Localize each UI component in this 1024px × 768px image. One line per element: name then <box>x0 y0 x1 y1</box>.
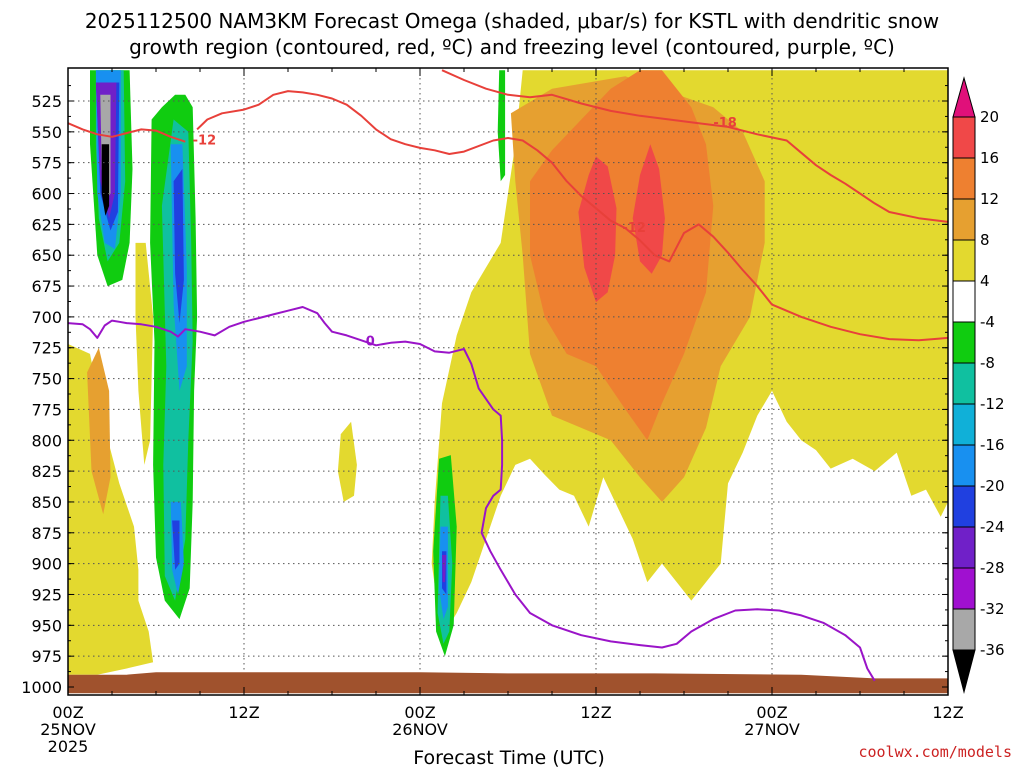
shade-sinking-yellow-left <box>68 344 154 675</box>
colorbar-bin-10 <box>952 485 976 528</box>
x-tick-60-line1: 12Z <box>932 703 963 722</box>
colorbar-bin-6 <box>952 321 976 364</box>
colorbar-label-1: 16 <box>980 149 999 167</box>
shade-rising-darkblue-column <box>173 168 184 324</box>
contour-label-1: -18 <box>713 116 737 131</box>
colorbar-bin-7 <box>952 362 976 405</box>
contour-red-minus12-main <box>196 90 948 342</box>
shade-rising-green-sliver <box>497 70 506 182</box>
shade-rising-purple-mid <box>442 555 447 583</box>
colorbar-bottom-arrow <box>952 649 976 694</box>
ground-terrain <box>68 672 948 694</box>
y-tick-550: 550 <box>31 123 62 142</box>
colorbar-bin-5 <box>952 280 976 323</box>
y-tick-725: 725 <box>31 339 62 358</box>
colorbar-label-11: -28 <box>980 559 1005 577</box>
x-tick-48-line2: 27NOV <box>744 720 800 739</box>
y-tick-1000: 1000 <box>21 678 62 697</box>
shade-rising-black-core <box>101 144 110 216</box>
y-tick-825: 825 <box>31 462 62 481</box>
x-tick-0-line3: 2025 <box>48 737 89 756</box>
y-axis: 525 550 575 600 625 650 675 700 725 750 775 800 825 8… <box>21 85 948 697</box>
contour-red-minus12-left <box>68 122 186 143</box>
colorbar-label-7: -12 <box>980 395 1005 413</box>
colorbar-bin-11 <box>952 526 976 569</box>
x-tick-12-line1: 12Z <box>228 703 259 722</box>
y-tick-525: 525 <box>31 92 62 111</box>
y-tick-925: 925 <box>31 585 62 604</box>
shade-sinking-yellow-spot <box>337 421 357 502</box>
colorbar-bin-9 <box>952 444 976 487</box>
y-tick-650: 650 <box>31 246 62 265</box>
x-axis-label: Forecast Time (UTC) <box>413 747 604 768</box>
contour-label-2: -12 <box>622 221 646 236</box>
shade-sinking-red-a <box>578 156 617 303</box>
shade-sinking-orange-mid <box>530 70 714 441</box>
contour-red-minus18 <box>441 69 948 223</box>
colorbar-label-5: -4 <box>980 313 995 331</box>
colorbar-label-9: -20 <box>980 477 1005 495</box>
colorbar-bin-8 <box>952 403 976 446</box>
x-tick-36-line1: 12Z <box>580 703 611 722</box>
y-tick-775: 775 <box>31 400 62 419</box>
contour-label-0: -12 <box>193 133 217 148</box>
chart-title-line2: growth region (contoured, red, ºC) and f… <box>129 35 895 59</box>
credit-link[interactable]: coolwx.com/models <box>858 743 1012 761</box>
colorbar-bin-3 <box>952 198 976 241</box>
plot-area: -12 -18 -12 0 <box>67 67 949 696</box>
contour-purple-zero <box>68 306 876 682</box>
y-tick-575: 575 <box>31 154 62 173</box>
colorbar-bin-2 <box>952 157 976 200</box>
y-tick-750: 750 <box>31 370 62 389</box>
y-tick-700: 700 <box>31 308 62 327</box>
colorbar-label-4: 4 <box>980 272 990 290</box>
y-tick-975: 975 <box>31 647 62 666</box>
colorbar-label-3: 8 <box>980 231 990 249</box>
y-tick-600: 600 <box>31 185 62 204</box>
colorbar-label-8: -16 <box>980 436 1005 454</box>
colorbar-label-2: 12 <box>980 190 999 208</box>
y-tick-900: 900 <box>31 555 62 574</box>
x-tick-0-line2: 25NOV <box>40 720 96 739</box>
colorbar-top-arrow <box>952 76 976 118</box>
colorbar-bin-1 <box>952 116 976 159</box>
x-tick-48-line1: 00Z <box>756 703 787 722</box>
colorbar-bin-13 <box>952 608 976 651</box>
colorbar-bin-4 <box>952 239 976 282</box>
chart-title-line1: 2025112500 NAM3KM Forecast Omega (shaded… <box>85 9 939 33</box>
y-tick-625: 625 <box>31 215 62 234</box>
colorbar-label-13: -36 <box>980 641 1005 659</box>
shade-sinking-orange-left <box>87 347 111 515</box>
colorbar-bin-12 <box>952 567 976 610</box>
x-tick-24-line2: 26NOV <box>392 720 448 739</box>
x-tick-24-line1: 00Z <box>404 703 435 722</box>
colorbar-label-6: -8 <box>980 354 995 372</box>
colorbar-label-10: -24 <box>980 518 1005 536</box>
y-tick-875: 875 <box>31 524 62 543</box>
y-tick-675: 675 <box>31 277 62 296</box>
colorbar-label-0: 20 <box>980 108 999 126</box>
y-tick-850: 850 <box>31 493 62 512</box>
y-tick-800: 800 <box>31 431 62 450</box>
contour-label-3: 0 <box>366 335 375 350</box>
colorbar: 20 16 12 8 4 -4 -8 -12 -16 -20 -24 -28 -32 -36 <box>952 76 1005 694</box>
x-tick-0-line1: 00Z <box>52 703 83 722</box>
colorbar-label-12: -32 <box>980 600 1005 618</box>
y-tick-950: 950 <box>31 616 62 635</box>
